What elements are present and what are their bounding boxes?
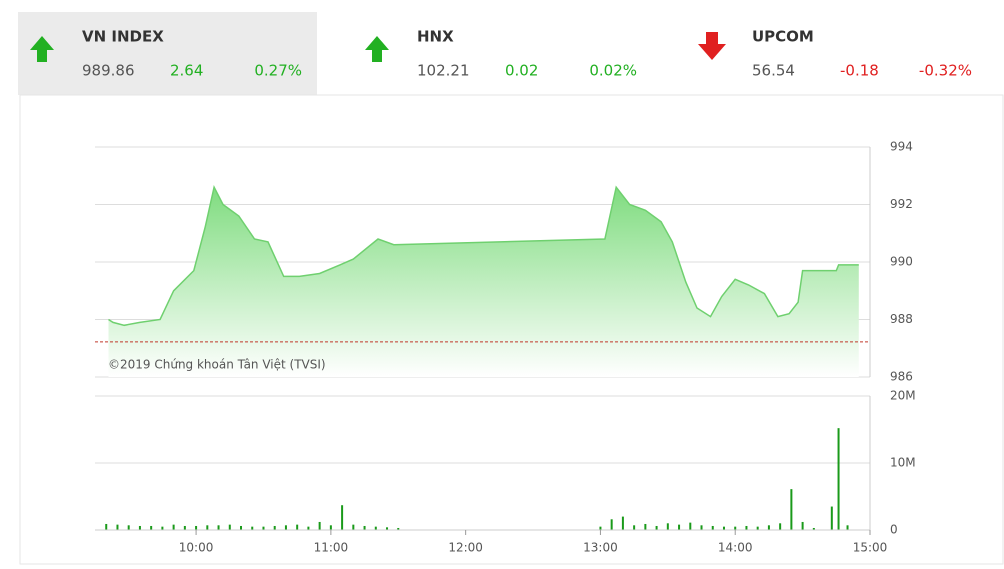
volume-bar: [700, 525, 703, 530]
index-change: 0.02: [505, 62, 538, 80]
volume-bar: [273, 525, 276, 530]
volume-bar: [756, 526, 759, 530]
volume-bar: [633, 525, 636, 530]
arrow-down: [698, 32, 726, 60]
index-value: 989.86: [82, 62, 135, 80]
index-percent: 0.02%: [589, 62, 637, 80]
volume-bar: [767, 525, 770, 530]
volume-bar: [240, 525, 243, 530]
volume-bar: [352, 524, 355, 530]
index-value: 56.54: [752, 62, 795, 80]
volume-bar: [105, 523, 108, 530]
volume-bar: [217, 525, 220, 530]
volume-bar: [329, 525, 332, 530]
y-tick-label: 10M: [890, 456, 916, 470]
y-tick-label: 992: [890, 197, 913, 211]
y-tick-label: 20M: [890, 389, 916, 403]
volume-bar: [837, 428, 840, 530]
x-tick-label: 13:00: [583, 541, 618, 555]
volume-bar: [678, 524, 681, 530]
index-change: 2.64: [170, 62, 203, 80]
x-tick-label: 14:00: [718, 541, 753, 555]
volume-bar: [206, 525, 209, 530]
volume-bar: [610, 519, 613, 530]
volume-bar: [745, 525, 748, 530]
price-area: [108, 187, 859, 377]
volume-bar: [183, 525, 186, 530]
volume-bar: [801, 521, 804, 530]
arrow-up: [30, 36, 54, 62]
volume-bar: [228, 524, 231, 530]
index-percent: 0.27%: [254, 62, 302, 80]
volume-bar: [711, 525, 714, 530]
y-tick-label: 990: [890, 255, 913, 269]
volume-bar: [722, 526, 725, 530]
index-name: VN INDEX: [82, 28, 164, 46]
volume-bar: [318, 521, 321, 530]
x-tick-label: 12:00: [448, 541, 483, 555]
volume-bar: [296, 524, 299, 530]
index-change: -0.18: [840, 62, 879, 80]
volume-bar: [116, 524, 119, 530]
volume-bar: [689, 522, 692, 530]
volume-bar: [644, 523, 647, 530]
volume-bar: [374, 526, 377, 530]
panel: [19, 94, 1004, 565]
volume-bar: [397, 527, 400, 530]
volume-bar: [655, 525, 658, 530]
volume-bar: [138, 525, 141, 530]
index-name: HNX: [417, 28, 454, 46]
volume-bar: [599, 526, 602, 530]
x-tick-label: 15:00: [853, 541, 888, 555]
volume-bar: [846, 525, 849, 530]
volume-bar: [251, 526, 254, 530]
x-tick-label: 10:00: [179, 541, 214, 555]
y-tick-label: 988: [890, 312, 913, 326]
volume-bar: [172, 524, 175, 530]
volume-bar: [830, 506, 833, 530]
volume-bar: [127, 525, 130, 530]
volume-bar: [262, 526, 265, 530]
index-name: UPCOM: [752, 28, 814, 46]
volume-bar: [621, 516, 624, 530]
volume-bar: [195, 525, 198, 530]
active-tab: [18, 12, 317, 95]
volume-bar: [284, 525, 287, 530]
volume-bar: [150, 525, 153, 530]
y-tick-label: 986: [890, 370, 913, 384]
volume-bar: [790, 489, 793, 530]
volume-bar: [341, 505, 344, 530]
y-tick-label: 0: [890, 523, 898, 537]
volume-bar: [734, 526, 737, 530]
volume-bar: [666, 523, 669, 530]
volume-bar: [307, 526, 310, 530]
volume-bar: [363, 525, 366, 530]
volume-bar: [386, 527, 389, 530]
volume-bar: [161, 526, 164, 530]
arrow-up: [365, 36, 389, 62]
index-value: 102.21: [417, 62, 470, 80]
price-line: [108, 185, 859, 327]
x-tick-label: 11:00: [314, 541, 349, 555]
index-percent: -0.32%: [919, 62, 972, 80]
copyright: ©2019 Chứng khoán Tân Việt (TVSI): [108, 358, 326, 372]
y-tick-label: 994: [890, 140, 913, 154]
volume-bar: [779, 523, 782, 530]
volume-bar: [812, 527, 815, 530]
